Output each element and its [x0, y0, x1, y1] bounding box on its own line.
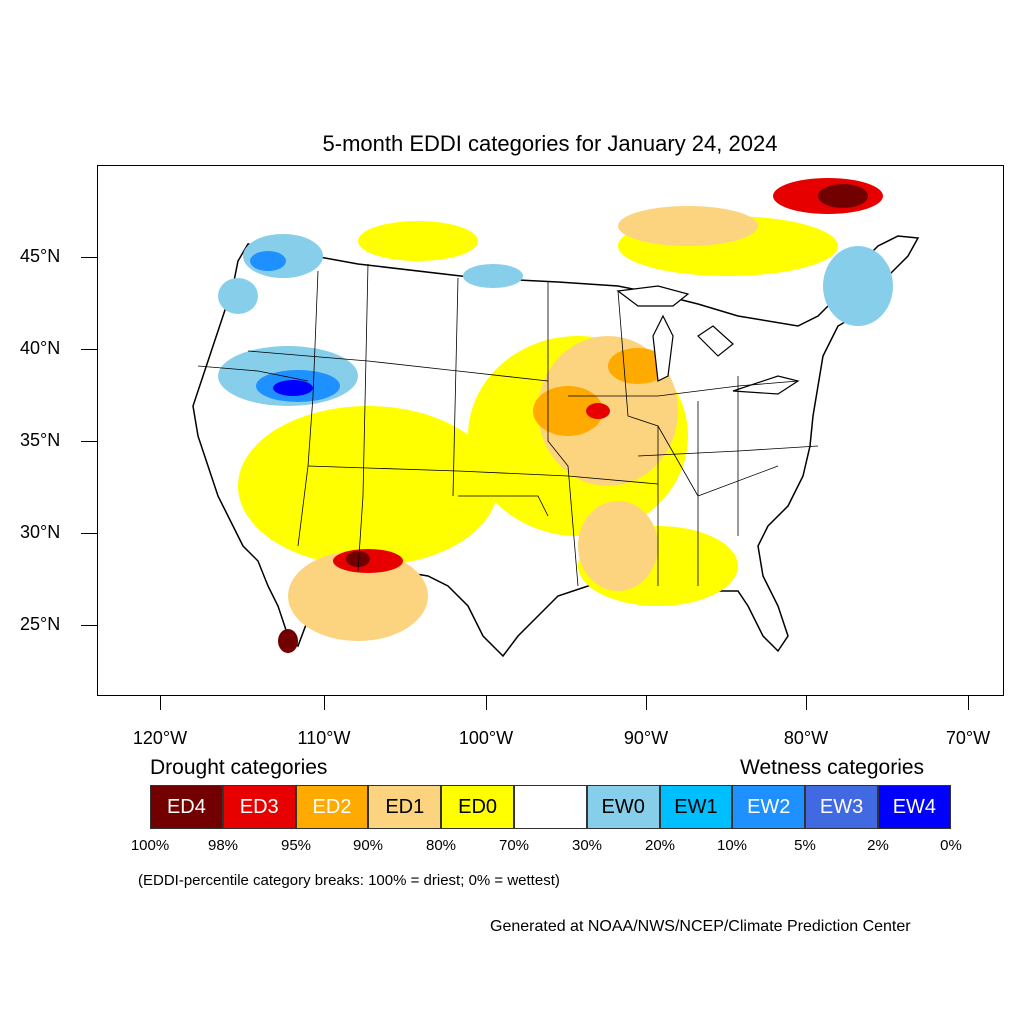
drought-heading: Drought categories [150, 756, 328, 779]
state-boundaries [197, 263, 819, 587]
lon-label-70: 70°W [945, 728, 991, 748]
category-note: (EDDI-percentile category breaks: 100% =… [138, 872, 560, 889]
eddi-map [192, 178, 920, 658]
map-panel [97, 165, 1004, 696]
legend-swatch: ED4 [150, 785, 223, 829]
lat-label-30: 30°N [20, 522, 61, 542]
break-label: 70% [498, 837, 530, 854]
break-label: 10% [716, 837, 748, 854]
lat-label-40: 40°N [20, 338, 61, 358]
legend-swatch: EW2 [732, 785, 806, 829]
lon-label-100: 100°W [458, 728, 514, 748]
break-label: 30% [571, 837, 603, 854]
lon-tick-120 [160, 696, 161, 710]
lat-tick-45 [81, 257, 97, 258]
great-lakes [616, 285, 800, 395]
lon-tick-80 [806, 696, 807, 710]
lat-label-35: 35°N [20, 430, 61, 450]
lon-label-110: 110°W [297, 728, 351, 748]
credit-line: Generated at NOAA/NWS/NCEP/Climate Predi… [490, 918, 911, 935]
lat-tick-35 [81, 441, 97, 442]
lon-tick-110 [324, 696, 325, 710]
legend-swatch: EW1 [659, 785, 733, 829]
break-label: 95% [280, 837, 312, 854]
wetness-patches [218, 234, 893, 406]
break-label: 90% [352, 837, 384, 854]
break-label: 98% [207, 837, 239, 854]
category-legend: ED4 ED3 ED2 ED1 ED0 EW0 EW1 EW2 EW3 EW4 [150, 785, 951, 829]
legend-swatch: ED3 [222, 785, 296, 829]
break-label: 2% [867, 837, 889, 854]
break-label: 20% [644, 837, 676, 854]
legend-swatch: EW4 [877, 785, 951, 829]
lat-tick-30 [81, 533, 97, 534]
lat-label-25: 25°N [20, 614, 61, 634]
lon-label-90: 90°W [623, 728, 669, 748]
legend-swatch: ED1 [368, 785, 442, 829]
break-label: 80% [425, 837, 457, 854]
break-label: 100% [130, 837, 170, 854]
legend-swatch: EW3 [805, 785, 878, 829]
lat-tick-40 [81, 349, 97, 350]
lon-tick-100 [486, 696, 487, 710]
legend-swatch: ED2 [295, 785, 369, 829]
lon-tick-90 [646, 696, 647, 710]
lon-tick-70 [968, 696, 969, 710]
legend-swatch: EW0 [586, 785, 660, 829]
lon-label-80: 80°W [783, 728, 829, 748]
legend-swatch: ED0 [441, 785, 514, 829]
map-title: 5-month EDDI categories for January 24, … [322, 131, 778, 156]
wetness-heading: Wetness categories [740, 756, 925, 779]
break-label: 0% [940, 837, 962, 854]
lat-tick-25 [81, 625, 97, 626]
lon-label-120: 120°W [132, 728, 188, 748]
break-label: 5% [794, 837, 816, 854]
drought-patches [238, 178, 883, 653]
legend-swatch [513, 785, 587, 829]
lat-label-45: 45°N [20, 246, 61, 266]
